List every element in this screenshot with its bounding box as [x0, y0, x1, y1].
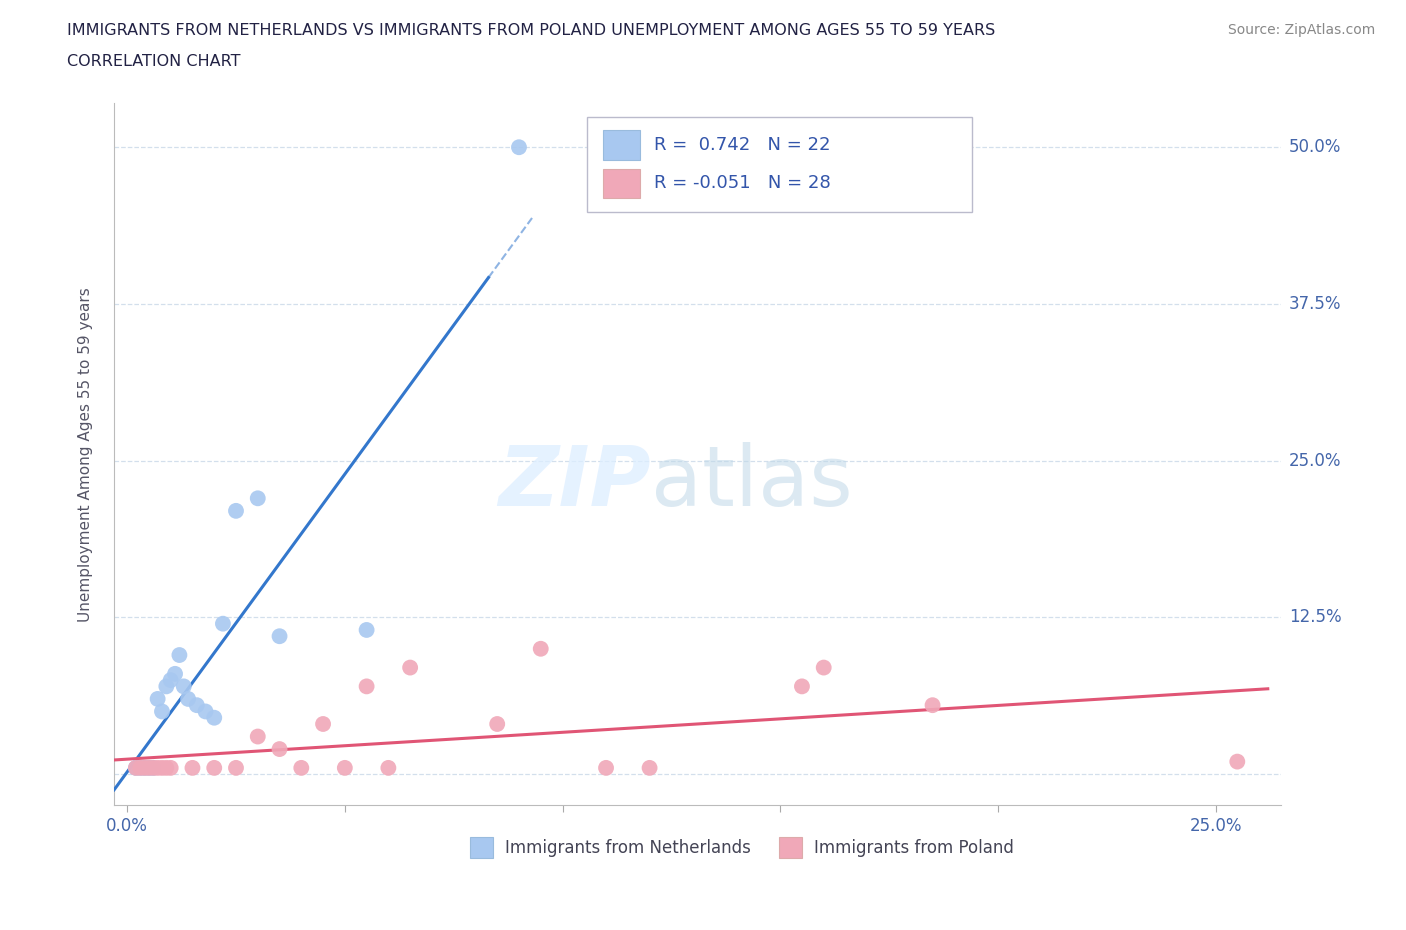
Point	[246, 491, 269, 506]
Point	[155, 761, 177, 776]
Bar	[603, 130, 640, 160]
Point	[142, 761, 165, 776]
Point	[290, 761, 312, 776]
Point	[638, 761, 661, 776]
Point	[486, 716, 509, 731]
Point	[269, 741, 291, 756]
Point	[790, 679, 813, 694]
Point	[312, 716, 335, 731]
Point	[150, 704, 173, 719]
Bar	[603, 168, 640, 198]
Text: atlas: atlas	[651, 442, 852, 523]
Point	[194, 704, 217, 719]
Y-axis label: Unemployment Among Ages 55 to 59 years: Unemployment Among Ages 55 to 59 years	[79, 287, 93, 622]
Point	[125, 761, 148, 776]
Text: R = -0.051   N = 28: R = -0.051 N = 28	[654, 175, 831, 193]
Point	[146, 692, 169, 707]
Point	[202, 711, 225, 725]
Point	[173, 679, 195, 694]
Point	[269, 629, 291, 644]
Point	[134, 761, 156, 776]
Point	[138, 761, 160, 776]
Point	[146, 761, 169, 776]
Point	[377, 761, 399, 776]
Point	[129, 761, 152, 776]
Text: R =  0.742   N = 22: R = 0.742 N = 22	[654, 136, 831, 153]
Point	[134, 761, 156, 776]
Text: Source: ZipAtlas.com: Source: ZipAtlas.com	[1227, 23, 1375, 37]
Point	[1226, 754, 1249, 769]
Point	[356, 679, 378, 694]
Point	[813, 660, 835, 675]
Point	[138, 761, 160, 776]
Point	[186, 698, 208, 712]
Point	[399, 660, 422, 675]
Text: 12.5%: 12.5%	[1289, 608, 1341, 627]
Bar	[779, 837, 803, 858]
Point	[165, 667, 187, 682]
Point	[129, 761, 152, 776]
Point	[181, 761, 204, 776]
Text: CORRELATION CHART: CORRELATION CHART	[67, 54, 240, 69]
Text: 50.0%: 50.0%	[1289, 139, 1341, 156]
Text: ZIP: ZIP	[498, 442, 651, 523]
Bar	[470, 837, 494, 858]
Text: Immigrants from Netherlands: Immigrants from Netherlands	[505, 839, 751, 857]
Text: IMMIGRANTS FROM NETHERLANDS VS IMMIGRANTS FROM POLAND UNEMPLOYMENT AMONG AGES 55: IMMIGRANTS FROM NETHERLANDS VS IMMIGRANT…	[67, 23, 995, 38]
Point	[169, 647, 191, 662]
Text: Immigrants from Poland: Immigrants from Poland	[814, 839, 1014, 857]
Point	[921, 698, 943, 712]
Point	[595, 761, 617, 776]
Point	[356, 622, 378, 637]
Point	[246, 729, 269, 744]
Point	[225, 761, 247, 776]
Point	[159, 761, 181, 776]
Point	[125, 761, 148, 776]
Point	[225, 503, 247, 518]
Point	[530, 642, 553, 657]
Point	[202, 761, 225, 776]
Point	[333, 761, 356, 776]
Point	[212, 617, 235, 631]
FancyBboxPatch shape	[586, 117, 972, 212]
Point	[142, 761, 165, 776]
Text: 25.0%: 25.0%	[1289, 452, 1341, 470]
Point	[159, 672, 181, 687]
Point	[150, 761, 173, 776]
Text: 37.5%: 37.5%	[1289, 295, 1341, 313]
Point	[177, 692, 200, 707]
Point	[155, 679, 177, 694]
Point	[508, 140, 530, 154]
